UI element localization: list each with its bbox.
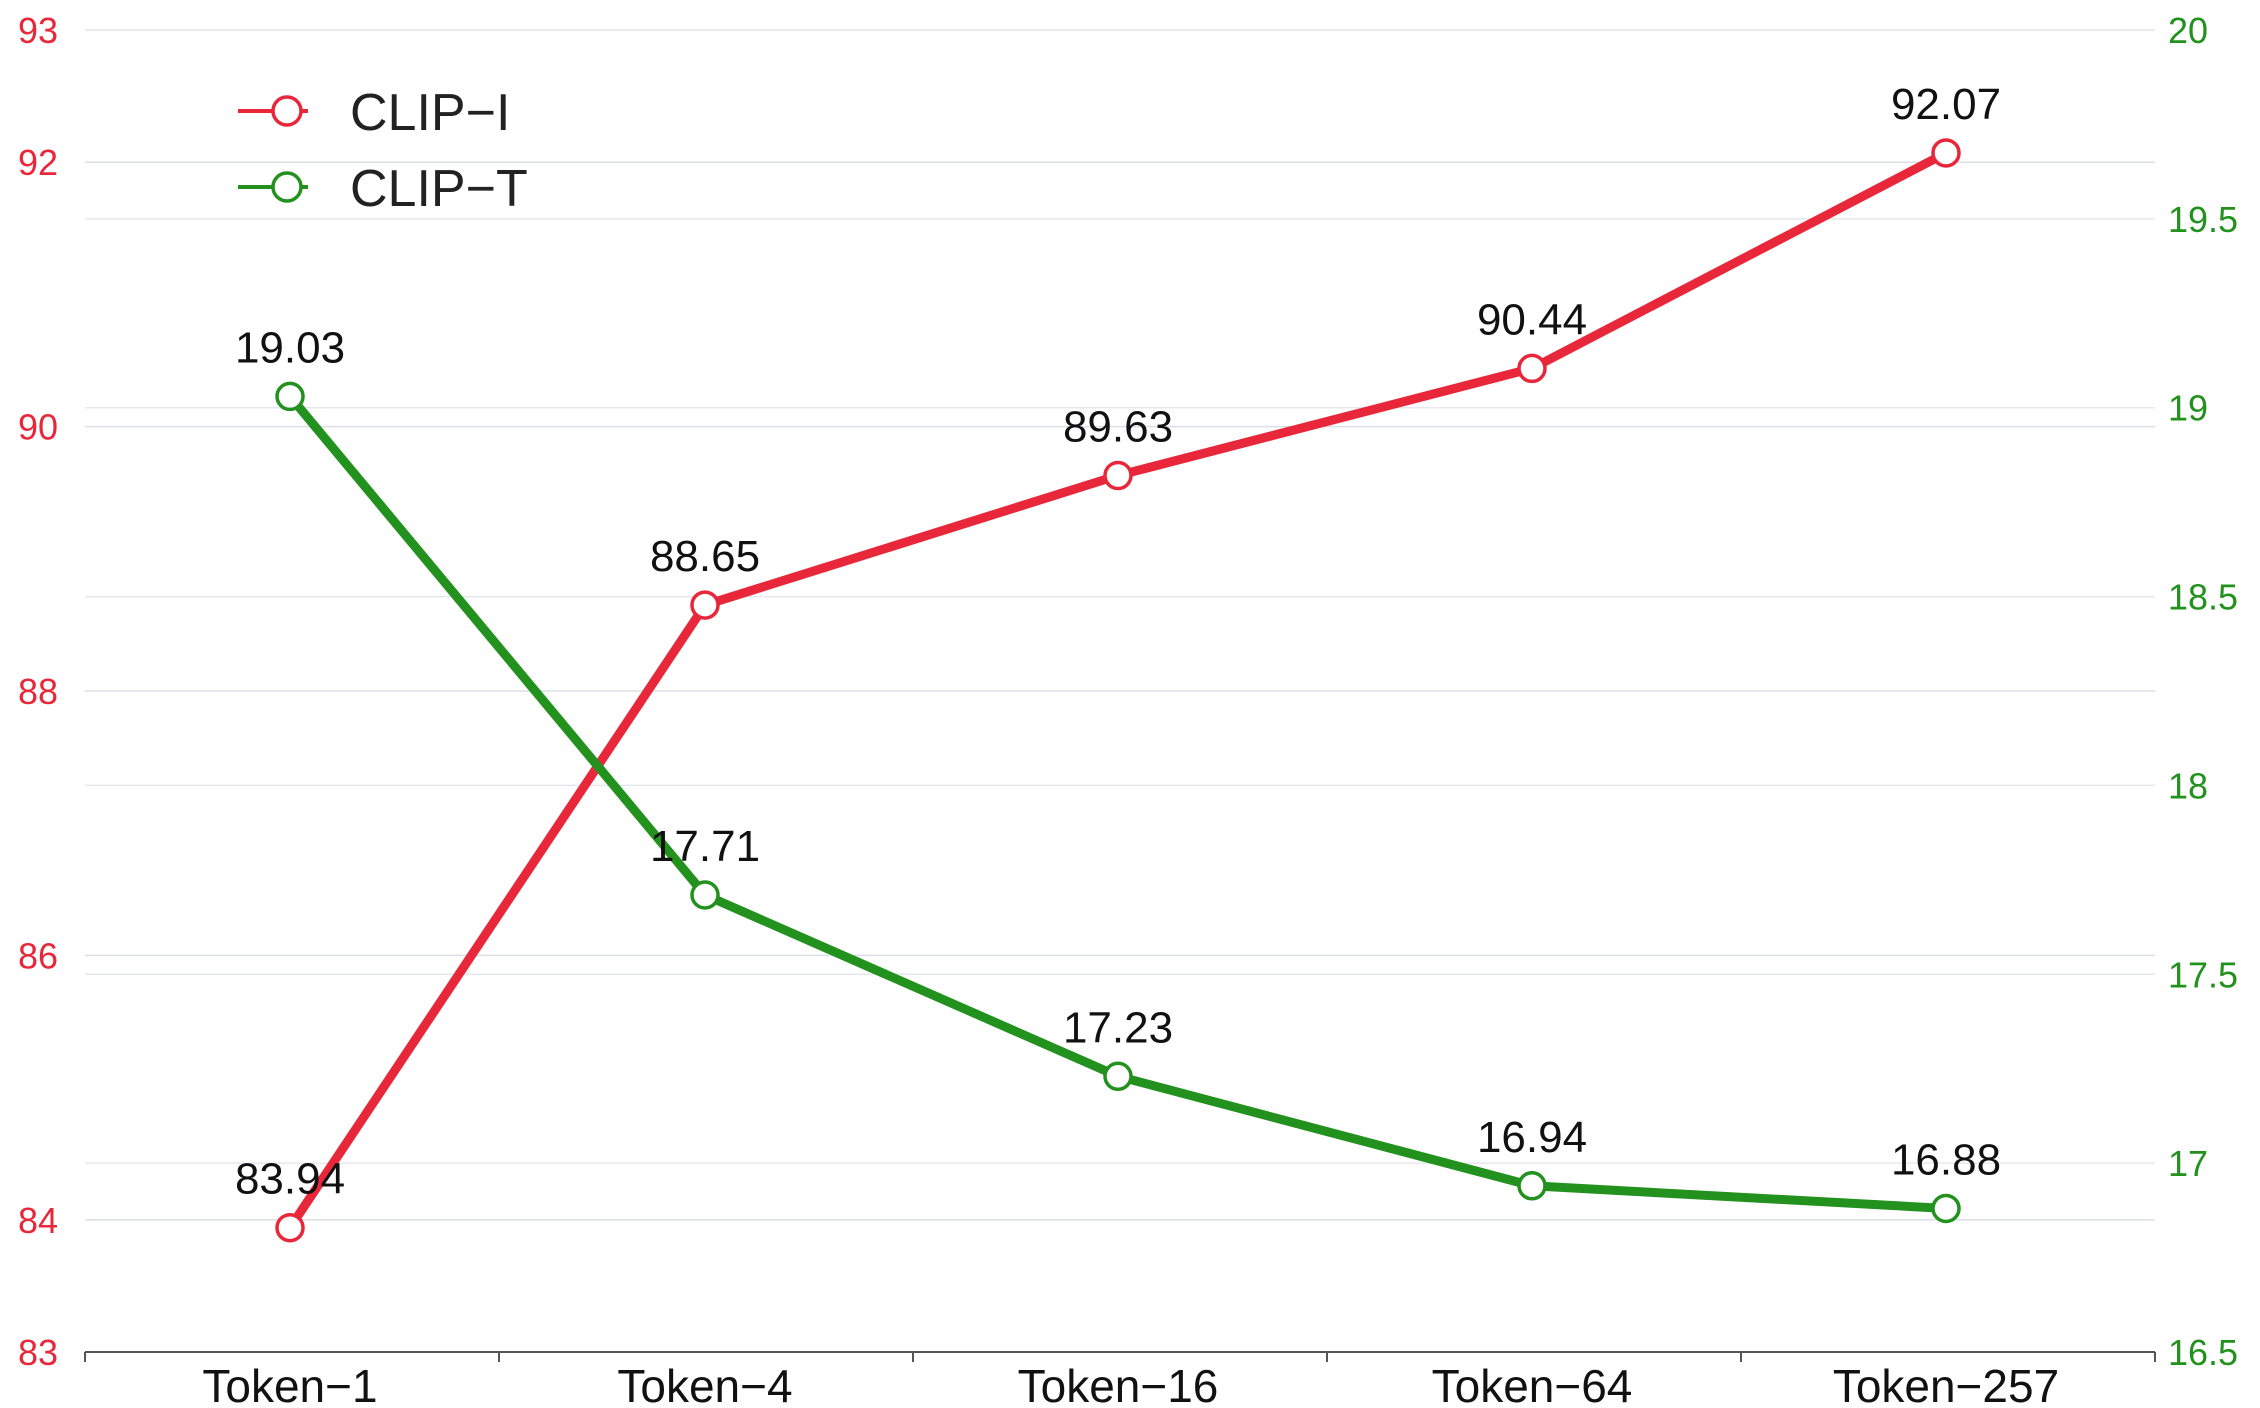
data-point-0: [275, 1212, 305, 1243]
data-label-0: 83.94: [235, 1155, 345, 1204]
data-point-0: [1931, 138, 1961, 168]
data-label-0: 90.44: [1477, 295, 1587, 344]
right-tick-label: 18.5: [2168, 577, 2238, 618]
left-tick-label: 92: [18, 142, 58, 183]
legend-label: CLIP−I: [350, 84, 510, 142]
right-tick-label: 16.5: [2168, 1332, 2238, 1373]
data-point-1: [690, 880, 720, 910]
right-axis-ticks: 16.5 17 17.5 18 18.5 19 19.5 20: [2168, 10, 2238, 1373]
left-tick-label: 90: [18, 407, 58, 448]
axes: [84, 1351, 2156, 1362]
right-tick-label: 19.5: [2168, 199, 2238, 240]
data-point-1: [275, 381, 305, 412]
gridlines: [85, 29, 2155, 1221]
data-point-0: [1517, 353, 1547, 384]
legend-swatch-marker: [271, 171, 303, 203]
right-tick-label: 17: [2168, 1143, 2208, 1184]
data-label-1: 16.88: [1891, 1135, 2001, 1184]
left-tick-label: 86: [18, 935, 58, 976]
left-tick-label: 84: [18, 1200, 58, 1241]
data-point-0: [690, 590, 720, 620]
right-tick-label: 17.5: [2168, 954, 2238, 995]
data-label-1: 16.94: [1477, 1113, 1587, 1162]
series-lines: 83.94 88.65 89.63 90.44 92.07 19.03 17.71 17.23…: [235, 80, 2001, 1243]
data-label-1: 19.03: [235, 323, 345, 372]
data-label-0: 88.65: [650, 532, 760, 581]
data-point-0: [1103, 460, 1133, 491]
left-tick-label: 88: [18, 671, 58, 712]
left-tick-label: 83: [18, 1332, 58, 1373]
x-tick-label: Token−64: [1432, 1360, 1633, 1408]
right-tick-label: 20: [2168, 10, 2208, 51]
data-point-1: [1931, 1193, 1961, 1224]
right-tick-label: 19: [2168, 388, 2208, 429]
right-tick-label: 18: [2168, 765, 2208, 806]
x-tick-label: Token−257: [1833, 1360, 2059, 1408]
legend-label: CLIP−T: [350, 160, 528, 218]
x-tick-label: Token−16: [1018, 1360, 1219, 1408]
data-label-0: 92.07: [1891, 80, 2001, 129]
x-tick-label: Token−1: [202, 1360, 377, 1408]
data-label-1: 17.71: [650, 822, 760, 871]
data-label-0: 89.63: [1063, 403, 1173, 452]
data-point-1: [1517, 1171, 1547, 1201]
legend: CLIP−I CLIP−T: [238, 84, 528, 218]
data-label-1: 17.23: [1063, 1003, 1173, 1052]
left-tick-label: 93: [18, 10, 58, 51]
legend-swatch-marker: [271, 95, 303, 127]
data-point-1: [1103, 1061, 1133, 1092]
x-tick-label: Token−4: [617, 1360, 792, 1408]
x-axis-ticks: Token−1 Token−4 Token−16 Token−64 Token−257: [202, 1360, 2059, 1408]
left-axis-ticks: 83 84 86 88 90 92 93: [18, 10, 58, 1373]
